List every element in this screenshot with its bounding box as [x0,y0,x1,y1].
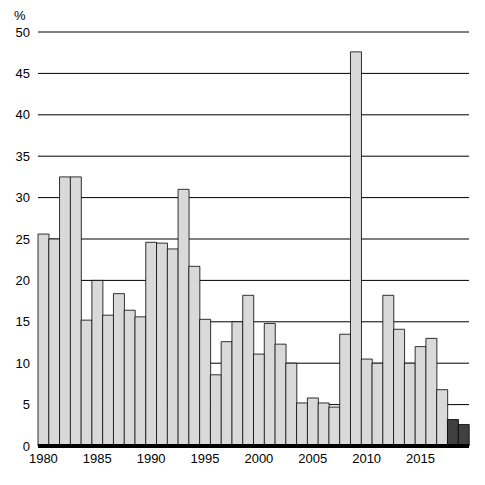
svg-text:2010: 2010 [352,451,381,466]
svg-text:40: 40 [16,107,30,122]
svg-text:50: 50 [16,25,30,40]
svg-text:10: 10 [16,356,30,371]
svg-text:35: 35 [16,149,30,164]
svg-text:15: 15 [16,314,30,329]
svg-text:45: 45 [16,66,30,81]
svg-text:0: 0 [23,439,30,454]
svg-text:30: 30 [16,190,30,205]
svg-text:1995: 1995 [191,451,220,466]
svg-text:2015: 2015 [406,451,435,466]
svg-text:5: 5 [23,397,30,412]
svg-text:2000: 2000 [244,451,273,466]
svg-text:1990: 1990 [137,451,166,466]
svg-text:1980: 1980 [29,451,58,466]
svg-text:20: 20 [16,273,30,288]
svg-text:2005: 2005 [298,451,327,466]
svg-text:25: 25 [16,232,30,247]
svg-text:1985: 1985 [83,451,112,466]
